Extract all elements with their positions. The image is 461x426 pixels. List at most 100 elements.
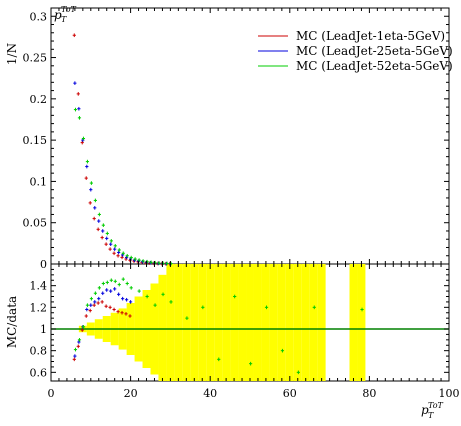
data-point — [89, 296, 93, 301]
svg-text:p: p — [421, 403, 429, 417]
x-tick-label: 20 — [124, 387, 138, 400]
band-segment — [238, 264, 247, 381]
data-point — [264, 305, 269, 310]
data-point — [100, 235, 104, 240]
data-point — [165, 261, 169, 266]
y-tick-label: 1 — [40, 323, 47, 336]
data-point — [92, 216, 96, 221]
data-point — [92, 303, 96, 307]
band-segment — [309, 264, 318, 381]
band-segment — [261, 264, 270, 381]
data-point — [101, 281, 105, 286]
data-point — [161, 292, 165, 297]
data-point — [112, 307, 116, 312]
band-segment — [206, 264, 215, 381]
data-point — [125, 253, 129, 258]
y-tick-label: 0.2 — [30, 93, 48, 106]
data-point — [72, 357, 76, 362]
svg-text:p: p — [54, 8, 62, 22]
band-segment — [214, 264, 223, 381]
data-point — [109, 289, 113, 293]
data-point — [108, 305, 112, 310]
data-point — [80, 140, 84, 145]
data-point — [77, 338, 82, 342]
data-point — [137, 289, 141, 293]
data-point — [149, 260, 153, 265]
data-point — [249, 361, 253, 366]
data-point — [77, 106, 81, 111]
data-point — [217, 357, 221, 362]
data-point — [73, 354, 77, 358]
data-point — [125, 297, 129, 302]
band-segment — [349, 264, 358, 381]
data-point — [100, 300, 104, 304]
data-point — [93, 198, 97, 203]
y-tick-label: 0.15 — [23, 134, 48, 147]
data-point — [85, 307, 89, 312]
data-point — [117, 248, 121, 252]
data-point — [169, 300, 173, 304]
data-point — [129, 286, 133, 290]
data-point — [93, 206, 97, 210]
band-segment — [174, 264, 183, 381]
main-series-points — [72, 33, 173, 266]
band-segment — [317, 264, 326, 381]
data-point — [296, 370, 300, 375]
data-point — [89, 181, 93, 185]
data-point — [77, 340, 81, 344]
data-point — [153, 303, 157, 307]
data-point — [101, 223, 105, 227]
band-segment — [269, 264, 278, 381]
data-point — [105, 280, 109, 285]
data-point — [141, 259, 145, 263]
data-point — [104, 242, 108, 246]
data-point — [109, 239, 113, 243]
data-point — [96, 227, 100, 232]
data-point — [113, 247, 117, 251]
data-point — [105, 236, 109, 241]
data-point — [104, 304, 108, 309]
y-tick-label: 0.05 — [23, 217, 48, 230]
data-point — [109, 242, 113, 246]
svg-text:T: T — [428, 411, 434, 420]
band-segment — [301, 264, 310, 381]
y-tick-label: 0.8 — [30, 345, 48, 358]
ratio-series-points — [72, 277, 364, 375]
data-point — [80, 328, 84, 332]
x-axis-label: p T ToT — [421, 401, 444, 420]
data-point — [81, 325, 86, 329]
y-tick-label: 0.1 — [30, 175, 48, 188]
y-tick-label: 0.3 — [30, 10, 48, 23]
svg-text:ToT: ToT — [61, 5, 77, 14]
data-point — [201, 305, 205, 310]
data-point — [97, 296, 101, 301]
band-segment — [190, 264, 199, 381]
data-point — [85, 159, 90, 164]
data-point — [125, 281, 129, 286]
y-tick-label: 0 — [40, 258, 47, 271]
data-point — [97, 286, 101, 290]
svg-text:ToT: ToT — [428, 401, 444, 410]
data-point — [185, 316, 189, 320]
band-segment — [253, 264, 262, 381]
data-point — [73, 81, 77, 85]
x-tick-label: 0 — [48, 387, 55, 400]
data-point — [137, 258, 141, 262]
data-point — [85, 164, 89, 169]
data-point — [93, 300, 97, 304]
data-point — [89, 303, 93, 307]
data-point — [97, 212, 101, 217]
data-point — [117, 282, 121, 287]
data-point — [76, 92, 80, 96]
data-point — [280, 348, 285, 353]
band-segment — [182, 264, 191, 381]
data-point — [116, 309, 120, 314]
data-point — [72, 33, 76, 38]
band-segment — [198, 264, 207, 381]
data-point — [145, 294, 149, 299]
data-point — [128, 314, 132, 318]
data-point — [88, 201, 92, 205]
ratio-y-ticks: 0.6 0.8 1 1.2 1.4 — [30, 268, 449, 379]
data-point — [105, 288, 109, 292]
data-point — [81, 136, 86, 141]
